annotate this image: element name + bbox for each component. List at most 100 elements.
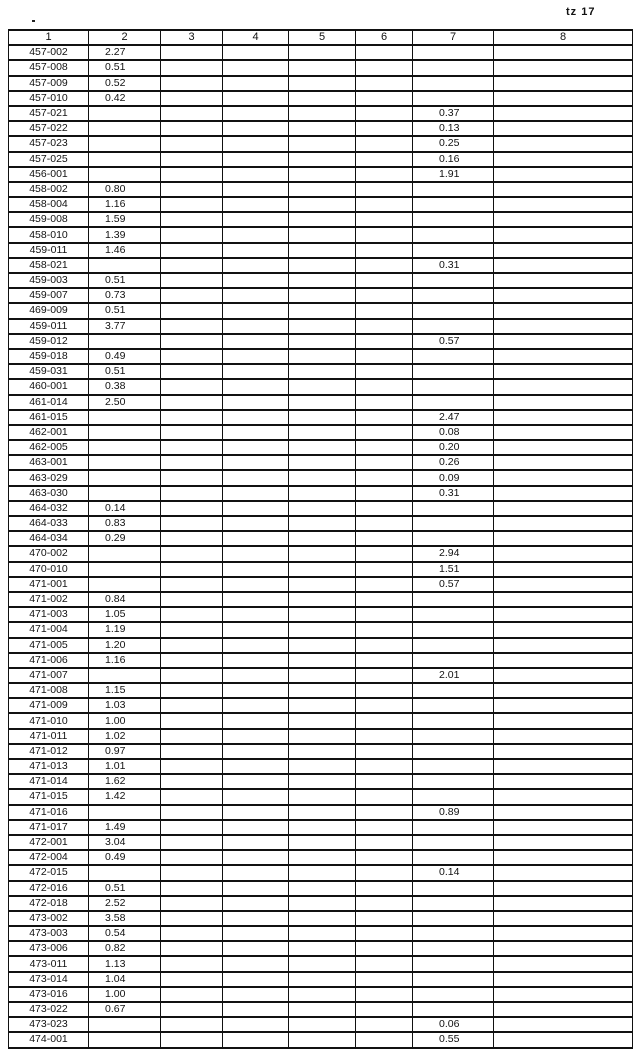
cell-col-1: 457-021 bbox=[8, 105, 89, 123]
table-row: 463-030 0.31 bbox=[8, 485, 633, 502]
table-row: 471-011 1.02 bbox=[8, 728, 633, 745]
cell-col-5 bbox=[288, 955, 356, 973]
table-row: 459-011 3.77 bbox=[8, 318, 633, 335]
cell-col-4 bbox=[222, 636, 289, 654]
cell-col-2: 1.00 bbox=[88, 712, 161, 730]
cell-col-5 bbox=[288, 1016, 356, 1034]
cell-col-5 bbox=[288, 621, 356, 639]
cell-col-7 bbox=[412, 621, 494, 639]
cell-col-5 bbox=[288, 1001, 356, 1019]
cell-col-8 bbox=[493, 302, 633, 320]
cell-col-6 bbox=[355, 986, 413, 1004]
cell-col-1: 461-014 bbox=[8, 393, 89, 411]
cell-col-4 bbox=[222, 773, 289, 791]
table-row: 458-010 1.39 bbox=[8, 226, 633, 244]
cell-col-1: 460-001 bbox=[8, 378, 89, 396]
cell-col-4 bbox=[222, 272, 289, 290]
cell-col-4 bbox=[222, 1001, 289, 1019]
cell-col-3 bbox=[160, 318, 223, 335]
cell-col-7: 0.57 bbox=[412, 576, 494, 593]
cell-col-3 bbox=[160, 120, 223, 138]
cell-col-3 bbox=[160, 819, 223, 836]
cell-col-7 bbox=[412, 242, 494, 259]
cell-col-7 bbox=[412, 378, 494, 396]
table-row: 457-002 2.27 bbox=[8, 44, 633, 62]
cell-col-2: 1.42 bbox=[88, 788, 161, 806]
table-row: 469-009 0.51 bbox=[8, 302, 633, 320]
cell-col-8 bbox=[493, 758, 633, 776]
cell-col-6 bbox=[355, 257, 413, 275]
cell-col-1: 471-007 bbox=[8, 667, 89, 685]
cell-col-5 bbox=[288, 728, 356, 745]
cell-col-1: 473-022 bbox=[8, 1001, 89, 1019]
cell-col-6 bbox=[355, 667, 413, 685]
cell-col-4 bbox=[222, 75, 289, 92]
table-row: 463-001 0.26 bbox=[8, 454, 633, 472]
cell-col-1: 472-004 bbox=[8, 849, 89, 867]
cell-col-5 bbox=[288, 636, 356, 654]
cell-col-3 bbox=[160, 561, 223, 578]
cell-col-4 bbox=[222, 561, 289, 578]
cell-col-4 bbox=[222, 348, 289, 366]
cell-col-1: 471-004 bbox=[8, 621, 89, 639]
cell-col-8 bbox=[493, 90, 633, 107]
cell-col-4 bbox=[222, 454, 289, 472]
cell-col-3 bbox=[160, 955, 223, 973]
table-row: 460-001 0.38 bbox=[8, 378, 633, 396]
cell-col-3 bbox=[160, 773, 223, 791]
cell-col-3 bbox=[160, 44, 223, 62]
cell-col-5 bbox=[288, 591, 356, 609]
cell-col-5 bbox=[288, 439, 356, 457]
cell-col-1: 463-029 bbox=[8, 469, 89, 487]
cell-col-4 bbox=[222, 120, 289, 138]
cell-col-1: 463-030 bbox=[8, 485, 89, 502]
cell-col-2: 2.27 bbox=[88, 44, 161, 62]
cell-col-1: 459-012 bbox=[8, 333, 89, 350]
cell-col-8 bbox=[493, 561, 633, 578]
cell-col-4 bbox=[222, 712, 289, 730]
cell-col-8 bbox=[493, 515, 633, 533]
cell-col-8 bbox=[493, 424, 633, 442]
table-row: 458-021 0.31 bbox=[8, 257, 633, 275]
cell-col-4 bbox=[222, 682, 289, 700]
cell-col-2: 2.52 bbox=[88, 895, 161, 912]
cell-col-3 bbox=[160, 333, 223, 350]
cell-col-4 bbox=[222, 166, 289, 183]
cell-col-7 bbox=[412, 318, 494, 335]
cell-col-3 bbox=[160, 242, 223, 259]
column-header-8: 8 bbox=[493, 28, 633, 47]
column-header-7: 7 bbox=[412, 28, 494, 47]
cell-col-1: 472-016 bbox=[8, 879, 89, 897]
cell-col-3 bbox=[160, 226, 223, 244]
cell-col-6 bbox=[355, 166, 413, 183]
table-row: 472-016 0.51 bbox=[8, 879, 633, 897]
cell-col-7 bbox=[412, 925, 494, 943]
cell-col-5 bbox=[288, 879, 356, 897]
cell-col-3 bbox=[160, 986, 223, 1004]
cell-col-4 bbox=[222, 90, 289, 107]
cell-col-1: 473-003 bbox=[8, 925, 89, 943]
cell-col-2: 3.77 bbox=[88, 318, 161, 335]
cell-col-6 bbox=[355, 120, 413, 138]
cell-col-8 bbox=[493, 378, 633, 396]
cell-col-3 bbox=[160, 424, 223, 442]
table-row: 462-005 0.20 bbox=[8, 439, 633, 457]
cell-col-7: 0.16 bbox=[412, 150, 494, 168]
cell-col-8 bbox=[493, 743, 633, 761]
table-row: 458-002 0.80 bbox=[8, 181, 633, 199]
cell-col-1: 459-008 bbox=[8, 211, 89, 229]
cell-col-7 bbox=[412, 849, 494, 867]
cell-col-6 bbox=[355, 59, 413, 77]
cell-col-3 bbox=[160, 439, 223, 457]
cell-col-5 bbox=[288, 196, 356, 214]
cell-col-5 bbox=[288, 682, 356, 700]
table-row: 456-001 1.91 bbox=[8, 166, 633, 183]
cell-col-6 bbox=[355, 925, 413, 943]
cell-col-1: 463-001 bbox=[8, 454, 89, 472]
cell-col-3 bbox=[160, 90, 223, 107]
cell-col-2 bbox=[88, 166, 161, 183]
cell-col-6 bbox=[355, 378, 413, 396]
cell-col-4 bbox=[222, 424, 289, 442]
cell-col-7: 0.57 bbox=[412, 333, 494, 350]
cell-col-6 bbox=[355, 318, 413, 335]
